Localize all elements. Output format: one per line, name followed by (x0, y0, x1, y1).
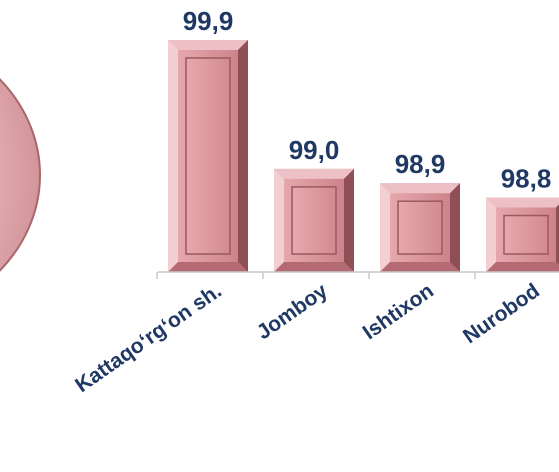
bar (274, 168, 354, 272)
bar-inner-panel (397, 200, 443, 255)
bar (486, 197, 559, 272)
bar-bevel-top (168, 40, 248, 50)
decorative-circle (0, 78, 41, 272)
bar-bevel-top (486, 197, 559, 208)
bar-bevel-left (168, 40, 178, 272)
bar-bevel-right (344, 168, 354, 272)
bar-bevel-bottom (168, 262, 248, 272)
value-label: 98,8 (501, 164, 552, 194)
bar-bevel-right (556, 204, 559, 265)
bar-inner-panel (291, 186, 337, 255)
category-label: Ishtixon (359, 279, 438, 344)
value-label: 99,0 (289, 135, 340, 165)
bar-bevel-right (450, 183, 460, 272)
bar-bevel-right (238, 40, 248, 272)
bar-bevel-bottom (274, 262, 354, 272)
bar-bevel-bottom (486, 262, 559, 272)
bar-bevel-bottom (380, 262, 460, 272)
bar-inner-panel (185, 57, 231, 255)
bar-bevel-top (274, 168, 354, 179)
bar (380, 183, 460, 272)
value-label: 98,9 (395, 149, 446, 179)
category-label: Nurobod (459, 279, 544, 348)
bar-bevel-left (274, 168, 284, 272)
bar (168, 40, 248, 272)
bar-inner-panel (503, 214, 549, 255)
category-label: Kattaqo‘rg‘on sh. (71, 279, 226, 397)
category-label: Jomboy (253, 279, 332, 344)
bar-bevel-left (380, 183, 390, 272)
bar-bevel-left (486, 197, 496, 272)
bar-bevel-top (380, 183, 460, 194)
value-label: 99,9 (183, 6, 234, 36)
